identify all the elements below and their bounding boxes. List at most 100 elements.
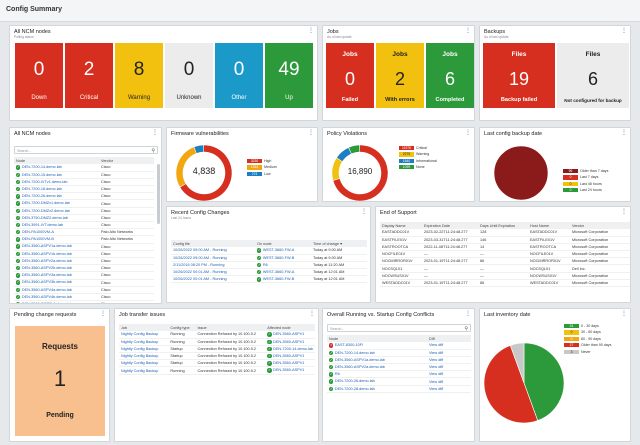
table-row[interactable]: ✓ DEN-7200-26.demo.lab Cisco (14, 192, 154, 201)
table-row[interactable]: ✓ DEN-7200-18.demo.lab Cisco (14, 185, 154, 194)
donut-segment[interactable] (180, 145, 232, 201)
table-row[interactable]: ✓ DEN-7200-26.demo.lab View diff (327, 377, 471, 386)
col-on-node[interactable]: On node (255, 240, 311, 247)
table-row[interactable]: ✓ DEN-3991-IVT.demo.lab Cisco (14, 221, 154, 230)
col-host-name[interactable]: Host Name (528, 222, 570, 229)
kebab-icon[interactable]: ⋮ (465, 311, 471, 317)
pie-slice[interactable] (493, 145, 549, 201)
table-row[interactable]: × EAST-8300-10FI View diff (327, 342, 471, 350)
node-link[interactable]: DEN-3560-ASPV1 (273, 332, 305, 337)
node-link[interactable]: DEN-3560-ASPV1 (273, 354, 305, 359)
col-display-name[interactable]: Display Name (380, 222, 422, 229)
legend-item[interactable]: 11976 Critical (399, 145, 437, 151)
node-link[interactable]: DEN-7200-26.demo.lab (334, 379, 375, 384)
pie-slice[interactable] (483, 345, 539, 424)
job-link[interactable]: Nightly Config Backup (119, 352, 169, 361)
kebab-icon[interactable]: ⋮ (308, 130, 314, 136)
table-row[interactable]: EASTROOTCA 2022-11-08T11:24:48.277 14 EASTR… (380, 243, 630, 252)
node-link[interactable]: DEN-3991-IVT.demo.lab (21, 223, 64, 228)
donut-segment[interactable] (194, 145, 204, 154)
legend-item[interactable]: 3230 High (247, 158, 277, 164)
table-row[interactable]: NOCFILE01V — — NOCFILE01V Microsoft Corporat… (380, 250, 630, 259)
tile-warning[interactable]: 8 Warning (115, 43, 163, 108)
node-link[interactable]: DEN-7200-IVTv1.demo.lab (21, 179, 68, 184)
view-diff-link[interactable]: View diff (427, 370, 471, 379)
node-link[interactable]: DEN-7200-DMZv2.demo.lab (21, 208, 70, 213)
table-row[interactable]: ✓ DEN-7200-14.demo.lab Cisco (14, 164, 154, 172)
table-row[interactable]: ✓ DEN-7200-15.demo.lab Cisco (14, 171, 154, 179)
table-row[interactable]: ✓ DEN-7200-IVTv1.demo.lab Cisco (14, 178, 154, 187)
table-row[interactable]: ✓ DEN-PA1000VM-A Palo Alto Networks (14, 228, 154, 237)
table-row[interactable]: 10/26/2022 00:01 AM - Running ✓ WEST-3660-… (171, 268, 367, 277)
view-diff-link[interactable]: View diff (427, 363, 471, 372)
node-link[interactable]: DEN-7200-26.demo.lab (21, 194, 62, 199)
col-affected-node[interactable]: Affected node (265, 324, 315, 331)
config-file-link[interactable]: 10/26/2022 00:01 AM - Running (171, 275, 255, 284)
tile-jobs-with-errors[interactable]: Jobs 2 With errors (376, 43, 424, 108)
legend-item[interactable]: 96 Older than 7 days (563, 168, 608, 174)
table-row[interactable]: ✓ DEN-3560-ASPV4a.demo.lab Cisco (14, 286, 154, 294)
table-row[interactable]: ✓ R6 View diff (327, 370, 471, 379)
table-row[interactable]: WESTADDC01V 2023-01-19T11:24:48.277 86 WEST… (380, 279, 630, 288)
table-row[interactable]: ✓ DEN-3560-ASPV1a.demo.lab Cisco (14, 243, 154, 251)
node-link[interactable]: R6 (262, 262, 268, 267)
donut-segment[interactable] (333, 145, 388, 201)
node-link[interactable]: DEN-PA1000VM-B (21, 237, 54, 242)
table-row[interactable]: 2/11/2016 08:20 PM - Running ✓ R6 Today at … (171, 261, 367, 270)
col-vendor[interactable]: Vendor (99, 157, 154, 164)
col-node[interactable]: Node (14, 157, 99, 164)
node-link[interactable]: DEN-7200-14.demo.lab (273, 346, 313, 351)
view-diff-link[interactable]: View diff (427, 342, 471, 350)
table-row[interactable]: Nightly Config Backup Running Connection R… (119, 331, 315, 339)
pie-slice[interactable] (523, 342, 565, 421)
table-row[interactable]: ✓ DEN-3560-ASPV1b.demo.lab Cisco (14, 250, 154, 258)
kebab-icon[interactable]: ⋮ (621, 28, 627, 34)
node-link[interactable]: DEN-3560-ASPV1b.demo.lab (21, 251, 72, 256)
legend-item[interactable]: 274 Low (247, 171, 277, 177)
node-link[interactable]: DEN-3560-ASPV1a.demo.lab (21, 244, 72, 249)
node-link[interactable]: DEN-3560-ASPV1a.demo.lab (334, 357, 385, 362)
table-row[interactable]: ✓ DEN-3560-ASPV3b.demo.lab Cisco (14, 279, 154, 287)
node-link[interactable]: DEN-7200-DMZv1.demo.lab (21, 201, 70, 206)
tile-backup-failed[interactable]: Files 19 Backup failed (483, 43, 555, 108)
view-diff-link[interactable]: View diff (427, 349, 471, 357)
table-row[interactable]: Nightly Config Backup Running Connection R… (119, 338, 315, 346)
legend-item[interactable]: 1334 Medium (247, 164, 277, 170)
kebab-icon[interactable]: ⋮ (309, 311, 315, 317)
legend-item[interactable]: 0 Last 24 hours (563, 187, 608, 193)
table-row[interactable]: ✓ DEN-PA1000VM-B Palo Alto Networks (14, 235, 154, 244)
tile-critical[interactable]: 2 Critical (65, 43, 113, 108)
kebab-icon[interactable]: ⋮ (621, 209, 627, 215)
legend-item[interactable]: 0 30 - 60 days (564, 329, 611, 335)
pie-slice[interactable] (509, 342, 525, 384)
legend-item[interactable]: 3 Never (564, 349, 611, 355)
kebab-icon[interactable]: ⋮ (100, 311, 106, 317)
table-row[interactable]: 10/26/2022 09:00 AM - Running ✓ WEST-3660-… (171, 247, 367, 255)
node-link[interactable]: DEN-3560-ASPV4b.demo.lab (21, 294, 72, 299)
job-link[interactable]: Nightly Config Backup (119, 359, 169, 368)
job-link[interactable]: Nightly Config Backup (119, 366, 169, 375)
job-link[interactable]: Nightly Config Backup (119, 345, 169, 354)
view-diff-link[interactable]: View diff (427, 356, 471, 365)
col-m[interactable]: M (628, 222, 630, 229)
node-link[interactable]: WEST-3660-FW-B (262, 255, 295, 260)
tile-pending[interactable]: Requests 1 Pending (15, 326, 105, 436)
node-link[interactable]: DEN-3560-ASPV4a.demo.lab (21, 287, 72, 292)
legend-item[interactable]: 0 Last 48 hours (563, 181, 608, 187)
node-link[interactable]: DEN-3560-ASPV1 (273, 339, 305, 344)
col-config-type[interactable]: Config type (168, 324, 196, 331)
scrollbar[interactable] (157, 164, 160, 224)
tile-down[interactable]: 0 Down (15, 43, 63, 108)
node-link[interactable]: DEN-3560-ASPV3b.demo.lab (21, 280, 72, 285)
node-link[interactable]: DEN-3560-ASPV2a.demo.lab (21, 259, 72, 264)
sort-desc-icon[interactable]: ▾ (340, 242, 342, 246)
job-link[interactable]: Nightly Config Backup (119, 338, 169, 346)
kebab-icon[interactable]: ⋮ (152, 130, 158, 136)
table-row[interactable]: ✓ DEN-7200-DMZv1.demo.lab Cisco (14, 199, 154, 208)
table-row[interactable]: ✓ DEN-3750-DMZ2.demo.lab Cisco (14, 214, 154, 223)
tile-other[interactable]: 0 Other (215, 43, 263, 108)
table-row[interactable]: ✓ DEN-3560-ASPV2a.demo.lab View diff (327, 363, 471, 372)
table-row[interactable]: Nightly Config Backup Startup Connection R… (119, 359, 315, 368)
table-row[interactable]: ✓ DEN-3560-ASPV2a.demo.lab Cisco (14, 257, 154, 266)
